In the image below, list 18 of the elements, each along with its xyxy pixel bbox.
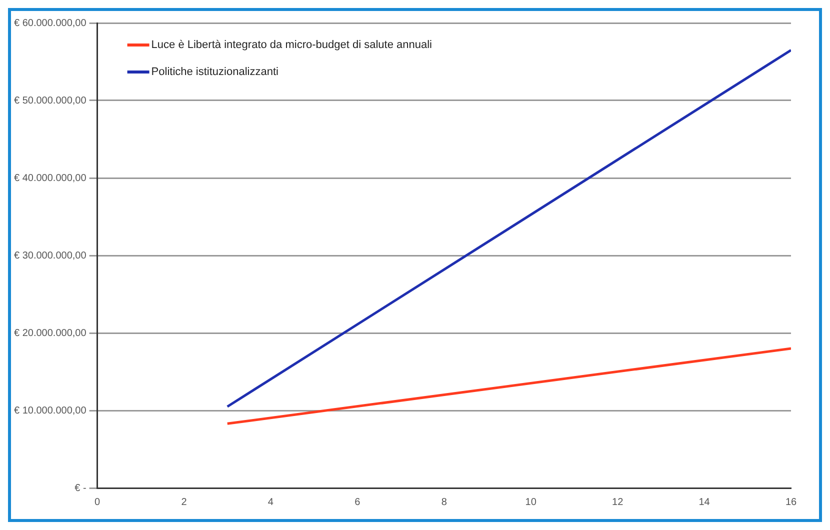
y-tick-label: € 30.000.000,00	[14, 250, 87, 262]
x-tick-label: 2	[181, 496, 188, 508]
legend-label: Luce è Libertà integrato da micro-budget di salute annuali	[151, 39, 432, 52]
x-tick-label: 10	[525, 496, 537, 508]
y-tick-label: € 40.000.000,00	[14, 172, 87, 184]
y-tick-label: € -	[74, 482, 86, 494]
x-tick-label: 6	[354, 496, 361, 508]
x-tick-label: 16	[785, 496, 797, 508]
x-tick-label: 8	[441, 496, 448, 508]
x-tick-label: 4	[268, 496, 274, 508]
y-tick-label: € 50.000.000,00	[14, 95, 87, 106]
y-tick-label: € 20.000.000,00	[14, 328, 87, 339]
y-tick-label: € 10.000.000,00	[14, 405, 87, 416]
x-tick-label: 14	[698, 496, 710, 508]
x-tick-label: 12	[612, 496, 624, 508]
x-tick-label: 0	[94, 496, 101, 508]
legend-label: Politiche istituzionalizzanti	[151, 66, 278, 78]
y-tick-label: € 60.000.000,00	[14, 18, 87, 29]
